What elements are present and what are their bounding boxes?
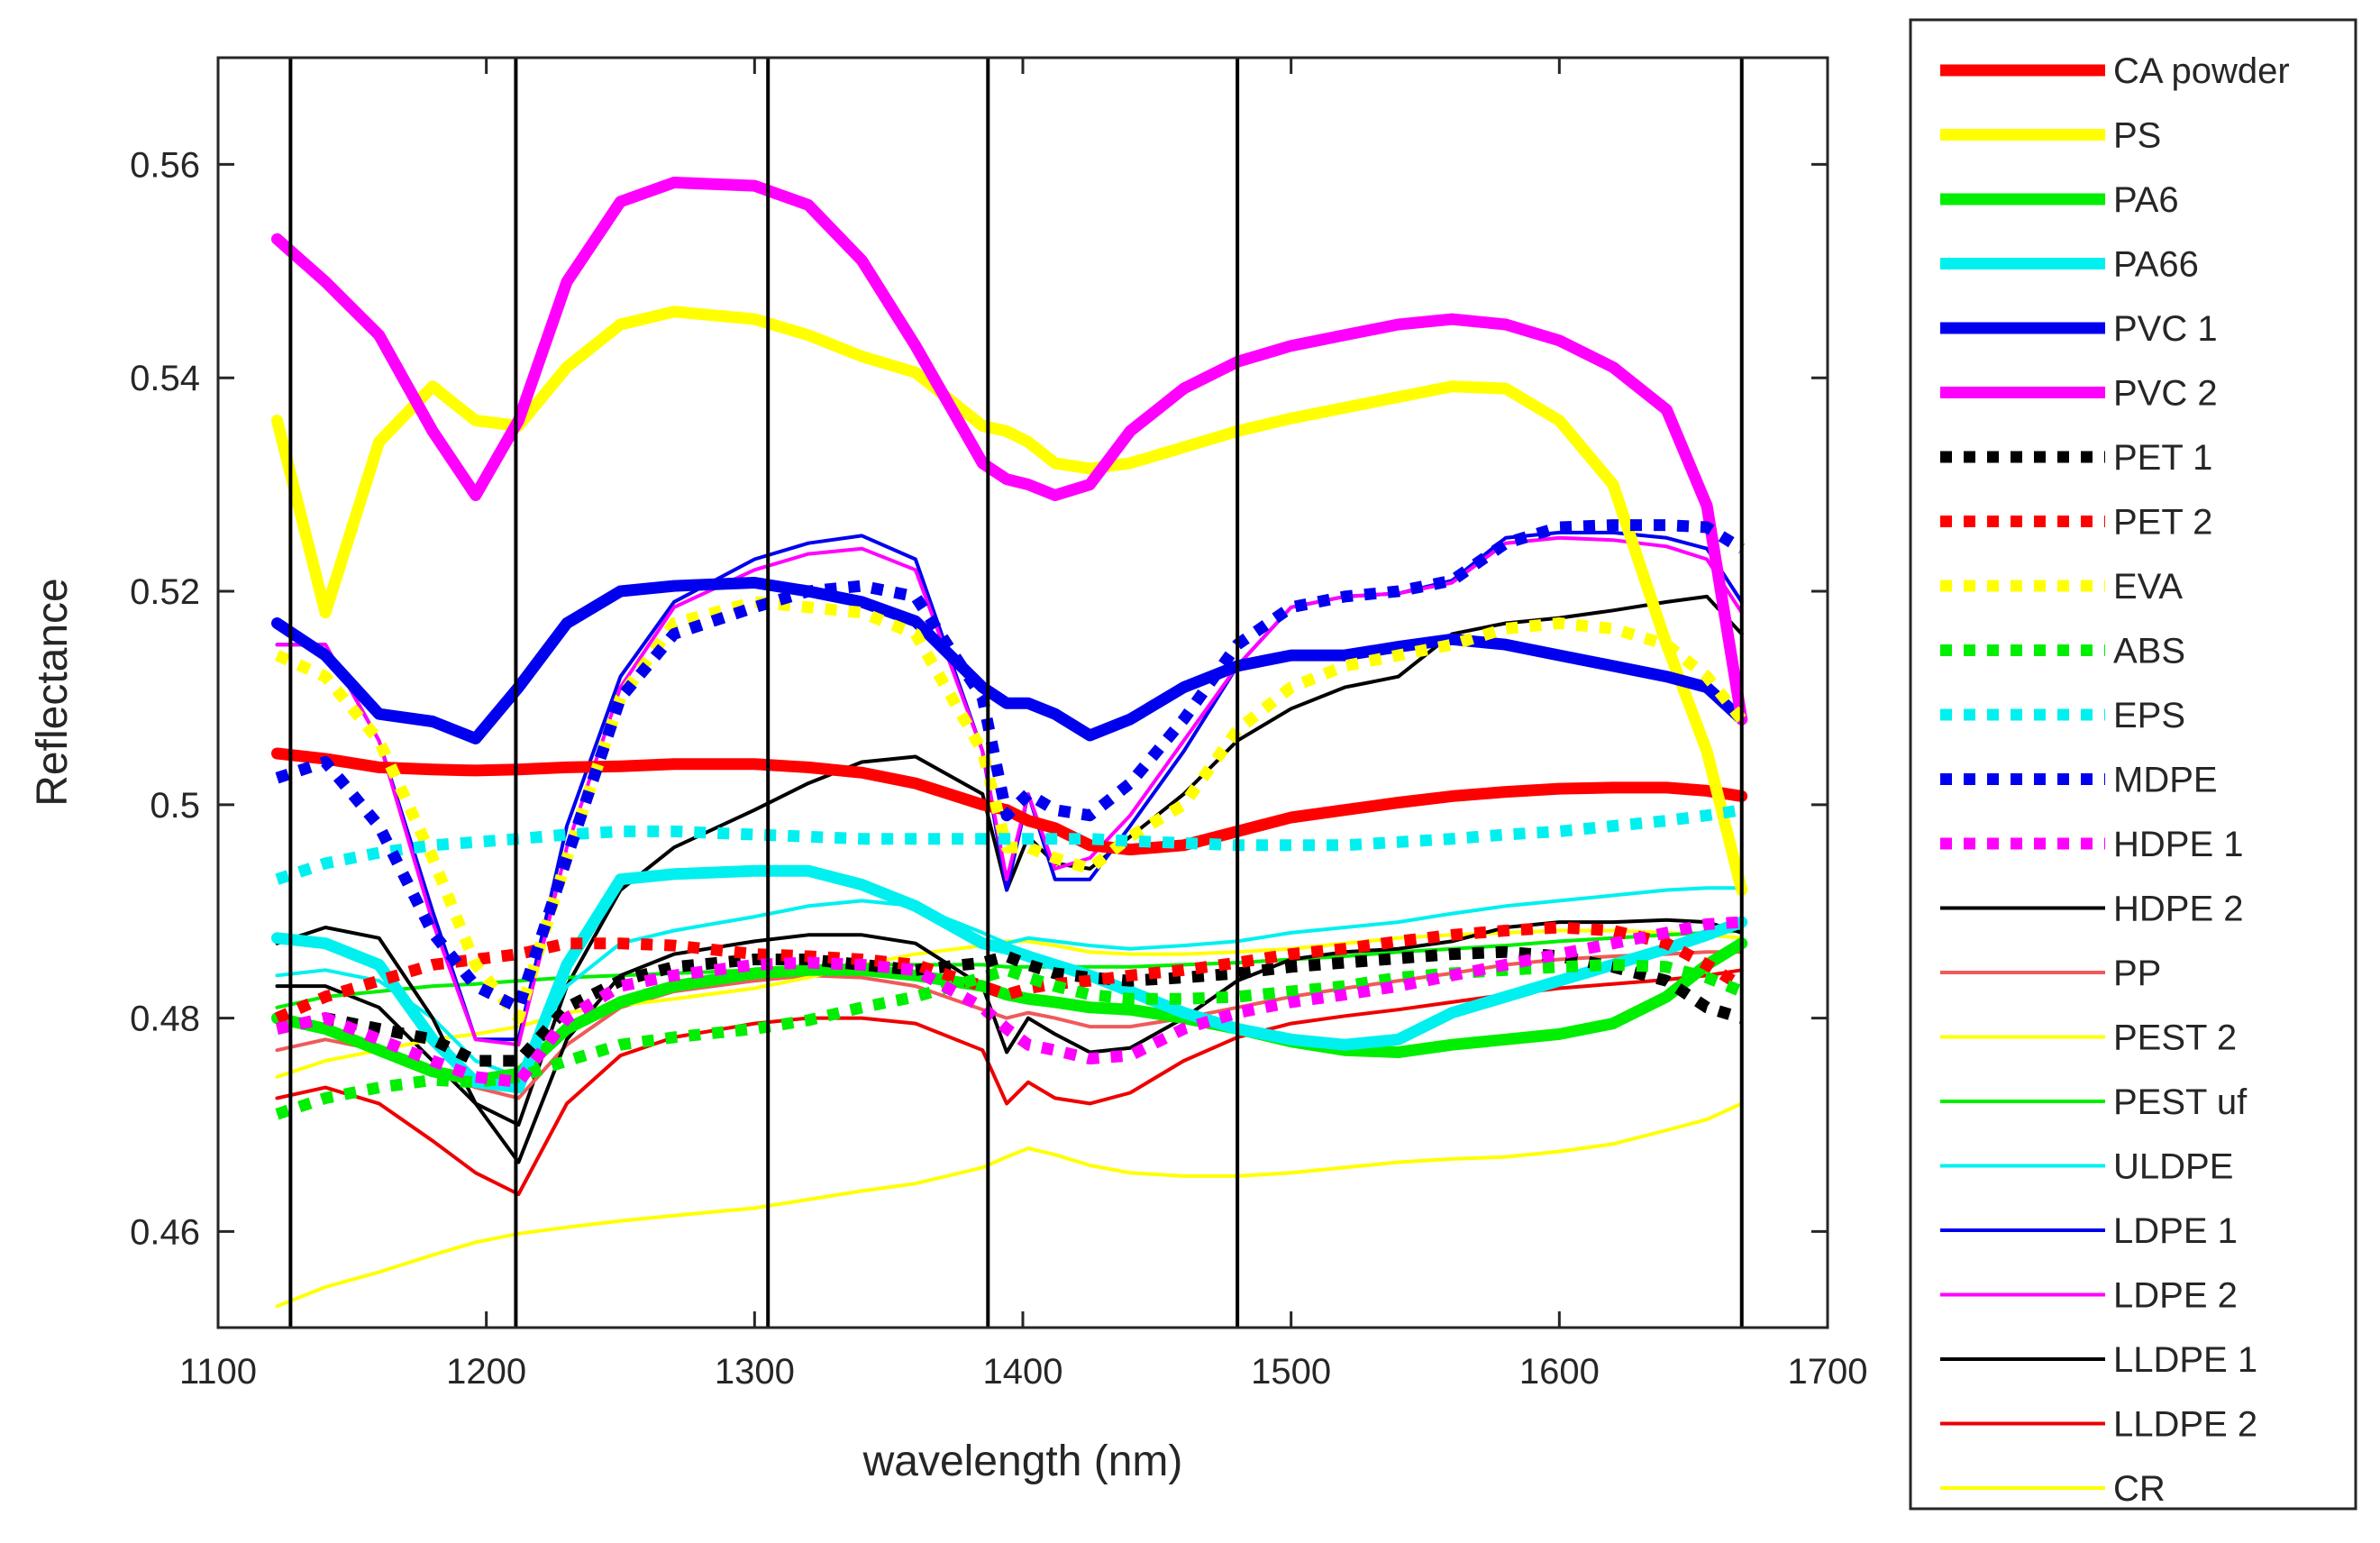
- y-tick-label: 0.48: [130, 1000, 200, 1039]
- series-line-eva: [274, 596, 1746, 1025]
- legend-label-pa6: PA6: [2113, 180, 2179, 220]
- x-tick-label: 1100: [179, 1352, 257, 1392]
- legend-label-hdpe-1: HDPE 1: [2113, 825, 2244, 864]
- legend-label-eva: EVA: [2113, 567, 2183, 607]
- x-tick-label: 1200: [446, 1352, 526, 1392]
- legend-label-cr: CR: [2113, 1469, 2166, 1509]
- x-axis-label: wavelength (nm): [862, 1438, 1183, 1485]
- legend-label-pvc-2: PVC 2: [2113, 374, 2218, 414]
- x-tick-labels: 1100 1200 1300 1400 1500 1600 1700: [179, 1352, 1868, 1392]
- legend-label-ps: PS: [2113, 116, 2161, 156]
- series-line-ca-powder: [271, 747, 1748, 856]
- legend-label-eps: EPS: [2113, 696, 2185, 735]
- legend-label-pest-2: PEST 2: [2113, 1018, 2237, 1058]
- legend-label-ca-powder: CA powder: [2113, 51, 2290, 91]
- legend-label-pvc-1: PVC 1: [2113, 309, 2218, 349]
- x-tick-label: 1600: [1519, 1352, 1600, 1392]
- legend-label-abs: ABS: [2113, 632, 2185, 671]
- plot-background: [218, 58, 1828, 1328]
- series-line-pet-2: [274, 921, 1746, 1024]
- x-tick-label: 1500: [1251, 1352, 1331, 1392]
- legend-label-pp: PP: [2113, 954, 2161, 993]
- x-tick-label: 1400: [983, 1352, 1063, 1392]
- legend-label-uldpe: ULDPE: [2113, 1147, 2233, 1187]
- series-line-pet-1: [276, 945, 1744, 1067]
- legend-label-pet-2: PET 2: [2113, 503, 2212, 543]
- legend-label-pet-1: PET 1: [2113, 438, 2212, 478]
- legend-label-hdpe-2: HDPE 2: [2113, 890, 2244, 929]
- x-tick-label: 1300: [715, 1352, 795, 1392]
- legend-label-ldpe-1: LDPE 1: [2113, 1211, 2238, 1251]
- legend-label-mdpe: MDPE: [2113, 761, 2218, 800]
- y-tick-label: 0.46: [130, 1212, 200, 1252]
- legend-label-pa66: PA66: [2113, 245, 2199, 285]
- legend-label-lldpe-1: LLDPE 1: [2113, 1340, 2257, 1380]
- y-tick-labels: 0.46 0.48 0.5 0.52 0.54 0.56: [130, 145, 200, 1252]
- y-tick-label: 0.5: [150, 786, 200, 826]
- series-line-pest-uf: [275, 928, 1744, 1009]
- plot-frame: [216, 56, 1829, 1329]
- plot-area: [216, 56, 1829, 1329]
- series-line-hdpe-1: [276, 916, 1743, 1089]
- series-line-cr: [275, 1101, 1744, 1309]
- legend-label-lldpe-2: LLDPE 2: [2113, 1405, 2257, 1445]
- legend-label-ldpe-2: LDPE 2: [2113, 1276, 2238, 1316]
- y-tick-label: 0.52: [130, 572, 200, 612]
- series-line-eps: [275, 804, 1743, 885]
- series-line-pvc-1: [271, 577, 1748, 744]
- legend-items: CA powder PS PA6 PA66 PVC 1 PVC 2 PET 1 PET 2 EV…: [1940, 51, 2290, 1509]
- y-axis-label: Reflectance: [29, 578, 77, 806]
- vertical-lines: [288, 58, 1744, 1328]
- series-line-pvc-2: [271, 177, 1748, 726]
- series-layer: [271, 177, 1748, 1309]
- legend: CA powder PS PA6 PA66 PVC 1 PVC 2 PET 1 PET 2 EV…: [1909, 18, 2357, 1511]
- y-tick-label: 0.56: [130, 145, 200, 185]
- x-tick-label: 1700: [1788, 1352, 1868, 1392]
- series-line-pa66: [271, 864, 1748, 1094]
- legend-label-pest-uf: PEST uf: [2113, 1082, 2248, 1122]
- series-line-ldpe-2: [275, 535, 1744, 1047]
- y-tick-label: 0.54: [130, 359, 200, 398]
